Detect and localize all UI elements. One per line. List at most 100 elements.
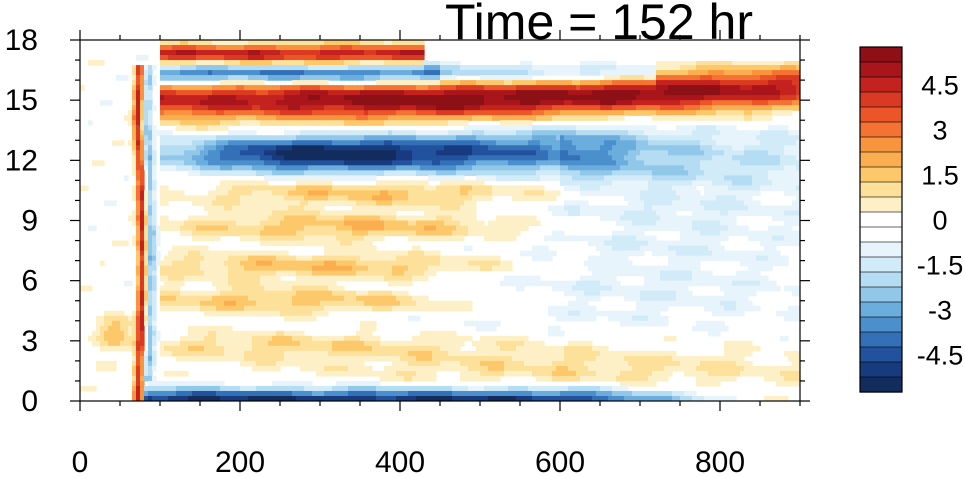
heatmap-cell (248, 185, 253, 192)
heatmap-cell (504, 75, 509, 81)
heatmap-cell (272, 145, 277, 151)
heatmap-cell (392, 45, 397, 51)
heatmap-cell (700, 170, 705, 176)
heatmap-cell (632, 110, 637, 116)
heatmap-cell (200, 90, 205, 96)
heatmap-cell (296, 70, 301, 76)
heatmap-cell (796, 180, 800, 186)
heatmap-cell (580, 90, 585, 96)
heatmap-cell (368, 120, 373, 126)
heatmap-cell (764, 70, 769, 76)
heatmap-cell (464, 105, 469, 111)
heatmap-cell (636, 105, 641, 111)
heatmap-cell (168, 60, 173, 66)
heatmap-cell (420, 120, 425, 126)
heatmap-cell (672, 105, 677, 111)
heatmap-cell (132, 75, 137, 81)
heatmap-cell (496, 135, 501, 141)
heatmap-cell (708, 200, 713, 207)
heatmap-cell (204, 150, 209, 156)
heatmap-cell (292, 110, 297, 116)
heatmap-cell (568, 65, 573, 71)
heatmap-cell (760, 160, 765, 166)
heatmap-cell (752, 60, 757, 66)
heatmap-cell (624, 185, 629, 192)
heatmap-cell (216, 150, 221, 156)
heatmap-cell (196, 70, 201, 76)
heatmap-cell (160, 190, 165, 197)
heatmap-cell (204, 50, 209, 56)
heatmap-cell (628, 90, 633, 96)
heatmap-cell (580, 185, 585, 192)
heatmap-cell (304, 65, 309, 71)
heatmap-cell (504, 185, 509, 192)
heatmap-cell (296, 175, 301, 181)
heatmap-cell (528, 65, 533, 71)
heatmap-cell (372, 60, 377, 66)
heatmap-cell (484, 110, 489, 116)
heatmap-cell (184, 135, 189, 141)
heatmap-cell (100, 60, 105, 66)
heatmap-cell (416, 70, 421, 76)
heatmap-cell (664, 175, 669, 181)
heatmap-cell (252, 210, 257, 217)
heatmap-cell (256, 180, 261, 186)
heatmap-cell (484, 135, 489, 141)
heatmap-cell (376, 140, 381, 146)
heatmap-cell (732, 160, 737, 166)
heatmap-cell (268, 170, 273, 176)
heatmap-cell (132, 90, 137, 96)
heatmap-cell (520, 160, 525, 166)
heatmap-cell (336, 195, 341, 202)
heatmap-cell (220, 185, 225, 192)
heatmap-cell (296, 185, 301, 192)
heatmap-cell (356, 110, 361, 116)
heatmap-cell (340, 155, 345, 161)
heatmap-cell (324, 115, 329, 121)
heatmap-cell (192, 60, 197, 66)
heatmap-cell (244, 210, 249, 217)
heatmap-cell (544, 115, 549, 121)
heatmap-cell (548, 85, 553, 91)
heatmap-cell (644, 135, 649, 141)
heatmap-cell (364, 195, 369, 202)
heatmap-cell (204, 110, 209, 116)
heatmap-cell (480, 175, 485, 181)
heatmap-cell (188, 45, 193, 51)
heatmap-cell (656, 130, 661, 136)
heatmap-cell (644, 155, 649, 161)
heatmap-cell (164, 165, 169, 171)
heatmap-cell (300, 50, 305, 56)
heatmap-cell (340, 175, 345, 181)
heatmap-cell (656, 100, 661, 106)
heatmap-cell (284, 155, 289, 161)
heatmap-cell (664, 65, 669, 71)
heatmap-cell (284, 130, 289, 136)
heatmap-cell (752, 180, 757, 186)
heatmap-cell (664, 105, 669, 111)
heatmap-cell (312, 90, 317, 96)
heatmap-cell (748, 70, 753, 76)
heatmap-cell (172, 135, 177, 141)
heatmap-cell (756, 175, 761, 181)
heatmap-cell (280, 210, 285, 217)
heatmap-cell (480, 165, 485, 171)
heatmap-cell (784, 165, 789, 171)
heatmap-cell (632, 130, 637, 136)
heatmap-cell (464, 65, 469, 71)
heatmap-cell (312, 140, 317, 146)
heatmap-cell (312, 65, 317, 71)
heatmap-cell (412, 190, 417, 197)
heatmap-cell (272, 115, 277, 121)
heatmap-cell (708, 95, 713, 101)
heatmap-cell (284, 185, 289, 192)
heatmap-cell (564, 210, 569, 217)
heatmap-cell (720, 205, 725, 212)
heatmap-cell (716, 190, 721, 197)
heatmap-cell (368, 150, 373, 156)
heatmap-cell (528, 135, 533, 141)
heatmap-cell (224, 75, 229, 81)
heatmap-cell (220, 90, 225, 96)
heatmap-cell (328, 170, 333, 176)
heatmap-cell (648, 185, 653, 192)
